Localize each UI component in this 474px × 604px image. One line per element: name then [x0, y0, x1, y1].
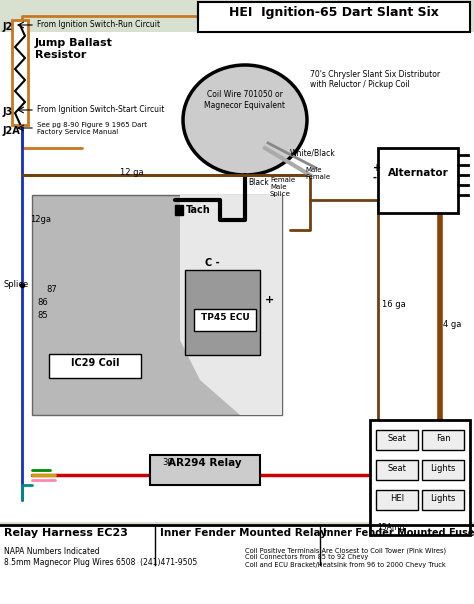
- Text: TP45 ECU: TP45 ECU: [201, 313, 249, 322]
- Text: -: -: [373, 173, 377, 183]
- Text: 87: 87: [46, 285, 57, 294]
- Text: See pg 8-90 Figure 9 1965 Dart
Factory Service Manual: See pg 8-90 Figure 9 1965 Dart Factory S…: [37, 122, 147, 135]
- Text: Black: Black: [248, 178, 269, 187]
- Text: Coil Positive Terminals Are Closest to Coil Tower (Pink Wires)
Coil Connectors f: Coil Positive Terminals Are Closest to C…: [245, 547, 446, 568]
- Text: Relay Harness EC23: Relay Harness EC23: [4, 528, 128, 538]
- Text: J2: J2: [3, 22, 13, 32]
- Text: 16 ga: 16 ga: [382, 300, 406, 309]
- Text: J3: J3: [3, 107, 13, 117]
- Text: IC29 Coil: IC29 Coil: [71, 358, 119, 368]
- Text: Jump Ballast
Resistor: Jump Ballast Resistor: [35, 38, 113, 60]
- FancyBboxPatch shape: [49, 354, 141, 378]
- Text: 4 ga: 4 ga: [443, 320, 461, 329]
- Text: NAPA Numbers Indicated: NAPA Numbers Indicated: [4, 547, 100, 556]
- Text: White/Black: White/Black: [290, 148, 336, 157]
- Bar: [12, 20, 28, 125]
- Text: +: +: [265, 295, 274, 305]
- FancyBboxPatch shape: [194, 309, 256, 331]
- Text: Seat: Seat: [388, 434, 406, 443]
- Text: From Ignition Switch-Start Circuit: From Ignition Switch-Start Circuit: [37, 105, 164, 114]
- Bar: [376, 490, 418, 510]
- Bar: [376, 430, 418, 450]
- Polygon shape: [180, 195, 282, 415]
- Text: 12ga: 12ga: [30, 215, 51, 224]
- Bar: [0, 525, 474, 604]
- Text: Seat: Seat: [388, 464, 406, 473]
- Text: 85: 85: [37, 311, 47, 320]
- Text: HEI  Ignition-65 Dart Slant Six: HEI Ignition-65 Dart Slant Six: [229, 6, 439, 19]
- Text: 15Amp: 15Amp: [377, 523, 404, 532]
- Text: Male
Female: Male Female: [305, 167, 330, 180]
- Text: Lights: Lights: [430, 494, 456, 503]
- Bar: [175, 205, 183, 215]
- Bar: [150, 455, 260, 485]
- Text: Lights: Lights: [430, 464, 456, 473]
- Bar: [422, 460, 464, 480]
- Text: HEI: HEI: [390, 494, 404, 503]
- Bar: [185, 270, 260, 355]
- Text: Coil Wire 701050 or
Magnecor Equivalent: Coil Wire 701050 or Magnecor Equivalent: [204, 91, 285, 110]
- Text: 86: 86: [37, 298, 48, 307]
- Text: Fan: Fan: [436, 434, 450, 443]
- Text: Female
Male
Splice: Female Male Splice: [270, 177, 295, 197]
- Text: Splice: Splice: [4, 280, 29, 289]
- Bar: [0, 32, 474, 522]
- Text: 12 ga: 12 ga: [120, 168, 144, 177]
- Bar: [378, 148, 458, 213]
- Text: +: +: [373, 163, 381, 173]
- Text: Tach: Tach: [186, 205, 211, 215]
- Ellipse shape: [183, 65, 307, 175]
- Text: 70's Chrysler Slant Six Distributor
with Reluctor / Pickup Coil: 70's Chrysler Slant Six Distributor with…: [310, 70, 440, 89]
- Bar: [422, 430, 464, 450]
- Bar: [376, 460, 418, 480]
- Text: J2A: J2A: [3, 126, 21, 136]
- Text: Inner Fender Mounted Fuse Box: Inner Fender Mounted Fuse Box: [323, 528, 474, 538]
- Text: From Ignition Switch-Run Circuit: From Ignition Switch-Run Circuit: [37, 20, 160, 29]
- Bar: [422, 490, 464, 510]
- Bar: [32, 195, 282, 415]
- Text: AR294 Relay: AR294 Relay: [168, 458, 242, 468]
- Text: 30: 30: [162, 458, 173, 467]
- Text: Alternator: Alternator: [388, 168, 448, 178]
- Bar: [370, 420, 470, 535]
- Text: Inner Fender Mounted Relay: Inner Fender Mounted Relay: [160, 528, 327, 538]
- Bar: [198, 2, 470, 32]
- Text: 8.5mm Magnecor Plug Wires 6508  (241)471-9505: 8.5mm Magnecor Plug Wires 6508 (241)471-…: [4, 558, 197, 567]
- Text: C -: C -: [205, 258, 219, 268]
